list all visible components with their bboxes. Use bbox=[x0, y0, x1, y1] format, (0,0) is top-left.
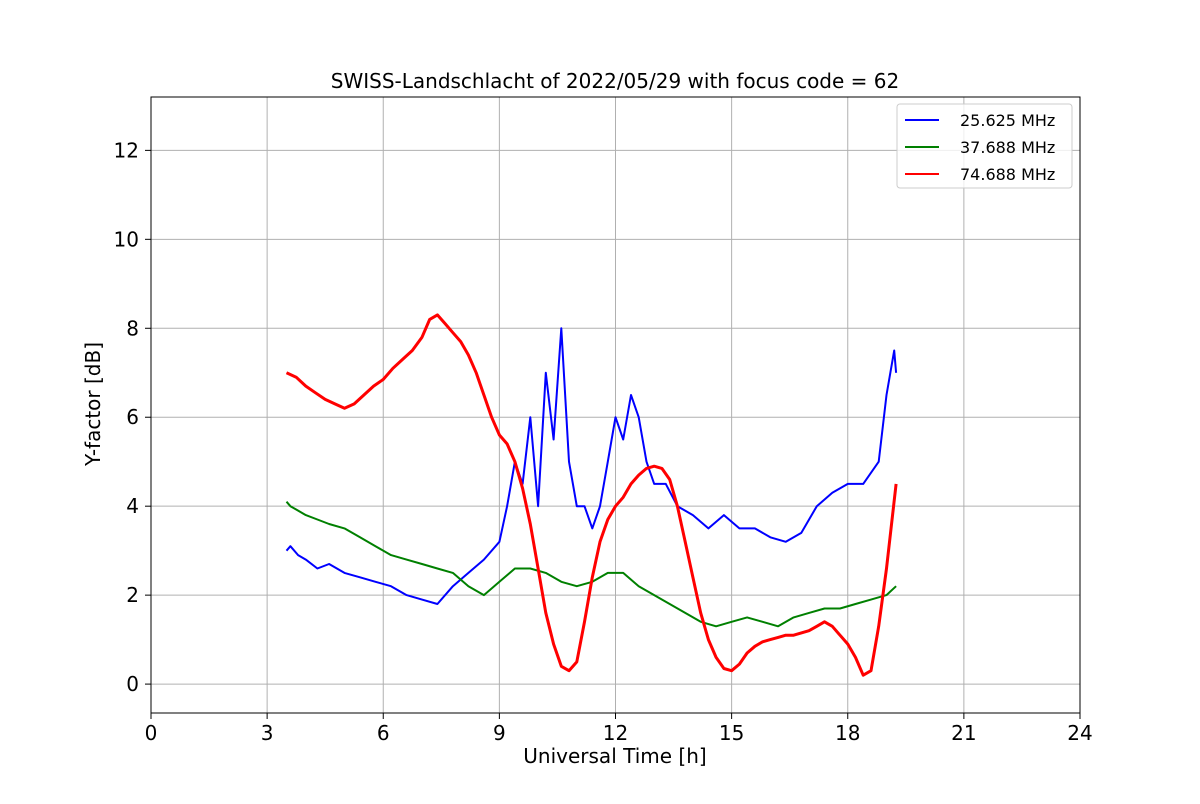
legend-box bbox=[896, 103, 1073, 189]
legend-label: 25.625 MHz bbox=[960, 111, 1055, 130]
series-line-74-688-mhz bbox=[285, 313, 898, 677]
y-tick-label: 8 bbox=[126, 316, 139, 340]
x-tick-label: 0 bbox=[145, 721, 158, 745]
y-tick-label: 2 bbox=[126, 583, 139, 607]
x-tick-label: 9 bbox=[493, 721, 506, 745]
y-tick-label: 4 bbox=[126, 494, 139, 518]
series-line-25-625-mhz bbox=[285, 327, 898, 605]
x-tick-label: 24 bbox=[1067, 721, 1092, 745]
plot-area bbox=[285, 313, 898, 677]
legend: 25.625 MHz 37.688 MHz 74.688 MHz bbox=[896, 103, 1073, 189]
legend-label: 74.688 MHz bbox=[960, 165, 1055, 184]
y-tick-label: 6 bbox=[126, 405, 139, 429]
y-axis-label: Y-factor [dB] bbox=[81, 342, 105, 467]
x-tick-label: 15 bbox=[719, 721, 744, 745]
legend-label: 37.688 MHz bbox=[960, 138, 1055, 157]
x-tick-label: 21 bbox=[951, 721, 976, 745]
x-tick-label: 12 bbox=[603, 721, 628, 745]
x-tick-label: 3 bbox=[261, 721, 274, 745]
series-line-37-688-mhz bbox=[285, 501, 897, 628]
x-tick-label: 18 bbox=[835, 721, 860, 745]
chart-title: SWISS-Landschlacht of 2022/05/29 with fo… bbox=[331, 69, 899, 93]
y-tick-label: 10 bbox=[114, 227, 139, 251]
x-tick-label: 6 bbox=[377, 721, 390, 745]
y-tick-label: 12 bbox=[114, 138, 139, 162]
y-tick-label: 0 bbox=[126, 672, 139, 696]
x-axis-label: Universal Time [h] bbox=[523, 744, 706, 768]
